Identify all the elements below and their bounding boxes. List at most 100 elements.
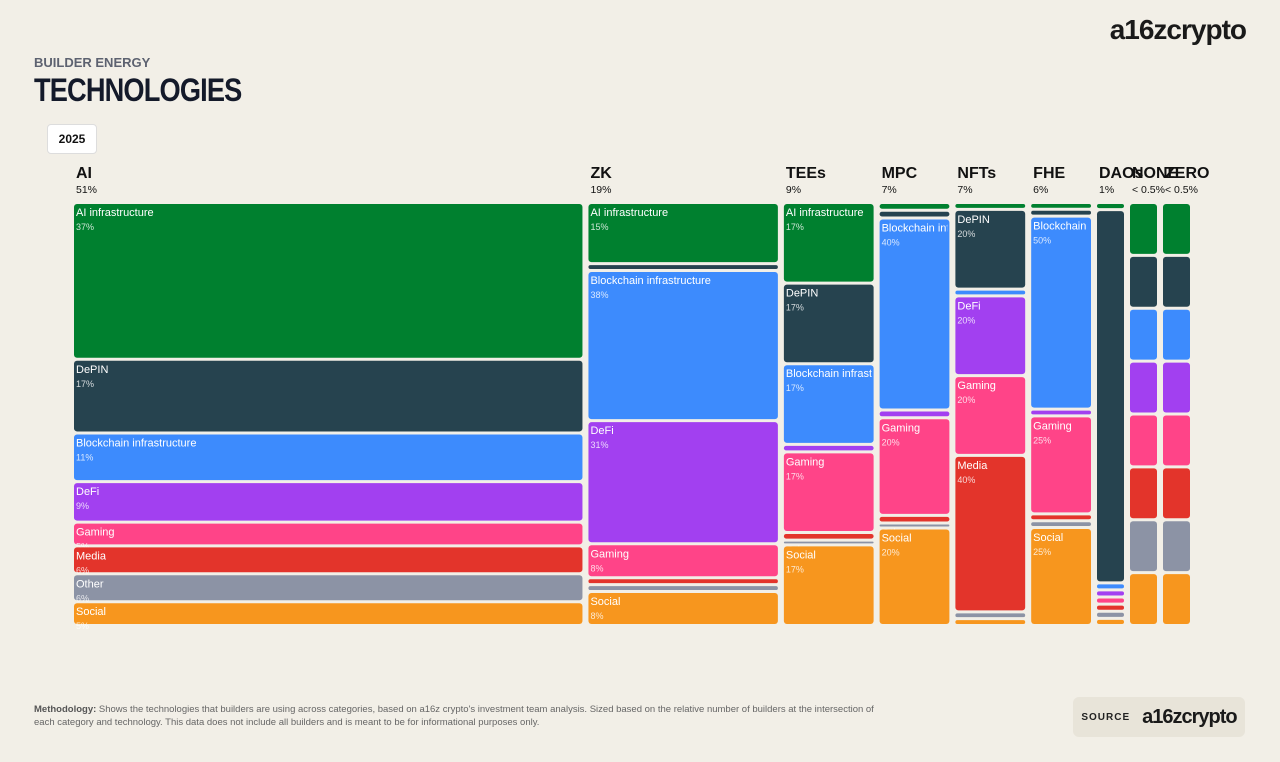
segment-labels: Social 5% (76, 606, 106, 631)
segment (1130, 256, 1157, 307)
segment-labels: AI infrastructure 37% (76, 207, 154, 232)
segment-value: 20% (882, 437, 900, 447)
segment (74, 547, 583, 573)
segment-labels: DePIN 20% (957, 214, 989, 239)
segment-labels: DePIN 17% (76, 364, 108, 389)
segment (1031, 515, 1091, 520)
segment (879, 219, 950, 409)
segment-name: Blockchain infrastructure (590, 275, 710, 287)
segment-value: 6% (76, 565, 89, 575)
segment-value: 17% (786, 471, 804, 481)
segment (1097, 605, 1124, 610)
column-share: 9% (786, 184, 801, 196)
segment (588, 204, 778, 263)
column-name: ZK (590, 165, 612, 182)
segment (783, 204, 874, 282)
segment (1163, 415, 1190, 466)
segment-value: 25% (1033, 547, 1051, 557)
brand-logo: a16zcrypto (1109, 14, 1247, 45)
segment-name: AI infrastructure (76, 207, 154, 219)
segment-labels: Gaming 20% (957, 380, 996, 405)
segment-labels: Social 20% (882, 532, 912, 557)
segment-labels: DeFi 31% (590, 425, 613, 450)
methodology-label: Methodology: (34, 704, 97, 715)
segment-labels: Social 25% (1033, 532, 1063, 557)
segment-labels: Blockchain infrastructure 38% (590, 275, 710, 300)
column-share: 6% (1033, 184, 1048, 196)
segment (74, 360, 583, 432)
segment-labels: Blockchain infrastructure 50% (1033, 221, 1153, 246)
segment (588, 265, 778, 269)
segment-value: 11% (76, 452, 93, 462)
segment-value: 6% (76, 593, 89, 603)
segment-name: AI infrastructure (590, 207, 668, 219)
segment (955, 210, 1026, 288)
segment (1097, 204, 1124, 209)
segment (1130, 204, 1157, 254)
column-share: 19% (590, 184, 611, 196)
segment (74, 434, 583, 481)
segment-name: Media (76, 550, 107, 562)
column-name: DAOs (1099, 165, 1144, 182)
segment (783, 453, 874, 531)
segment (1163, 256, 1190, 307)
segment-value: 40% (882, 237, 900, 247)
segment-name: Social (76, 606, 106, 618)
segment (1031, 204, 1091, 208)
segment-name: Social (786, 549, 816, 561)
segment-value: 40% (957, 475, 975, 485)
segment (1031, 529, 1091, 624)
segment-labels: Media 40% (957, 460, 988, 485)
segment (955, 377, 1026, 454)
segment (1031, 210, 1091, 215)
segment-value: 17% (786, 222, 804, 232)
segment (955, 620, 1026, 624)
segment-labels: Gaming 25% (1033, 420, 1072, 445)
segment-name: Social (590, 596, 620, 608)
segment-value: 20% (882, 547, 900, 557)
segment (1130, 309, 1157, 360)
segment (1031, 217, 1091, 408)
source-brand: a16zcrypto (1142, 705, 1237, 728)
segment (879, 419, 950, 514)
segment-value: 5% (76, 621, 89, 631)
segment (1163, 574, 1190, 624)
segment-value: 50% (1033, 236, 1051, 246)
segment-labels: AI infrastructure 15% (590, 207, 668, 232)
segment (1130, 415, 1157, 466)
segment (783, 365, 874, 443)
segment-labels: Gaming 20% (882, 422, 921, 447)
column-name: AI (76, 165, 92, 182)
segment (1163, 521, 1190, 572)
year-tab[interactable]: 2025 (47, 124, 97, 154)
segment (74, 483, 583, 521)
segment-name: AI infrastructure (786, 207, 864, 219)
segment (1097, 591, 1124, 596)
segment (1130, 521, 1157, 572)
segment (955, 456, 1026, 611)
source-box: SOURCE a16zcrypto (1073, 697, 1245, 737)
segment (1163, 362, 1190, 413)
segment (1097, 612, 1124, 617)
segment-name: Media (957, 460, 988, 472)
segment (74, 523, 583, 545)
segment-value: 31% (590, 440, 608, 450)
segment (783, 445, 874, 451)
segment (588, 271, 778, 420)
segment (879, 529, 950, 624)
segment-labels: DeFi 9% (76, 486, 99, 511)
segment-name: Blockchain infrastructure (1033, 221, 1153, 233)
segment (955, 204, 1026, 208)
segment-labels: Gaming 5% (76, 527, 115, 552)
segment-value: 20% (957, 315, 975, 325)
segment (1130, 574, 1157, 624)
segment (1031, 417, 1091, 513)
segment (588, 545, 778, 577)
segment-labels: Social 17% (786, 549, 816, 574)
segment-value: 20% (957, 395, 975, 405)
segment-labels: Gaming 17% (786, 456, 825, 481)
segment-name: DeFi (76, 486, 99, 498)
segment (1097, 211, 1124, 582)
column-name: NFTs (957, 165, 996, 182)
segment (1031, 522, 1091, 526)
